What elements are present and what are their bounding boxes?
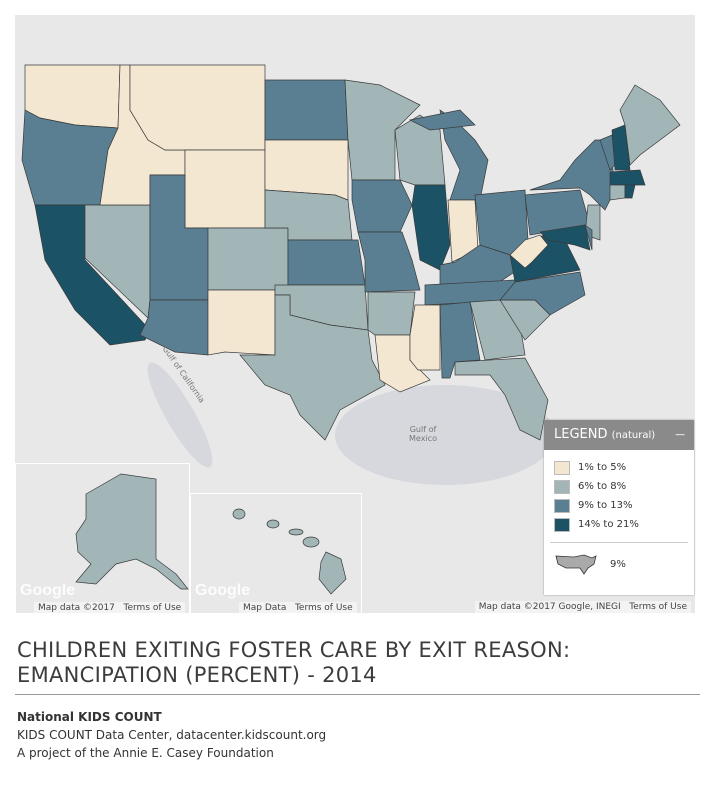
- gulf-of-california-water: [147, 362, 213, 468]
- divider: [15, 694, 700, 695]
- state-HI-kauai: [232, 508, 246, 520]
- state-KS[interactable]: [287, 239, 366, 286]
- google-logo: Google: [195, 582, 251, 599]
- state-FL[interactable]: [454, 357, 549, 441]
- terms-link[interactable]: Terms of Use: [123, 603, 182, 613]
- state-ME[interactable]: [619, 84, 681, 166]
- national-value: 9%: [544, 551, 694, 577]
- state-WV[interactable]: [509, 234, 549, 269]
- state-IL[interactable]: [411, 184, 451, 271]
- legend-divider: [550, 542, 688, 543]
- state-TX[interactable]: [239, 294, 386, 441]
- legend-label: 6% to 8%: [578, 481, 627, 492]
- state-HI-oahu: [266, 519, 280, 529]
- state-NM[interactable]: [207, 289, 276, 356]
- main-attribution-text: Map data ©2017 Google, INEGI: [478, 602, 621, 612]
- gulf-of-mexico-label: Gulf of Mexico: [409, 425, 437, 443]
- state-HI-molokai: [288, 528, 304, 536]
- title-line-2: EMANCIPATION (PERCENT) - 2014: [17, 663, 377, 687]
- collapse-icon[interactable]: −: [674, 427, 686, 443]
- state-AK: [75, 473, 189, 590]
- choropleth-map[interactable]: Gulf of California Gulf of Mexico Map da…: [15, 15, 695, 613]
- source-line: A project of the Annie E. Casey Foundati…: [17, 746, 274, 760]
- legend-label: 14% to 21%: [578, 519, 639, 530]
- source-block: National KIDS COUNT KIDS COUNT Data Cent…: [17, 708, 326, 762]
- legend-subtitle: (natural): [611, 430, 656, 441]
- legend-title: LEGEND: [554, 427, 608, 442]
- state-MO[interactable]: [357, 231, 421, 293]
- hawaii-attribution: Map Data: [243, 603, 287, 613]
- main-attribution: Map data ©2017 Google, INEGI Terms of Us…: [474, 601, 691, 613]
- alaska-svg: [75, 473, 189, 590]
- hawaii-svg: [232, 508, 347, 595]
- legend-swatch: [554, 460, 570, 475]
- gulf-of-mexico-water: [335, 385, 555, 485]
- state-HI-maui: [302, 536, 320, 548]
- state-MD[interactable]: [539, 224, 591, 251]
- state-MA[interactable]: [609, 169, 646, 186]
- legend-item: 1% to 5%: [544, 458, 694, 477]
- state-MT[interactable]: [129, 64, 266, 151]
- legend-swatch: [554, 498, 570, 513]
- state-NH[interactable]: [611, 124, 631, 171]
- terms-link[interactable]: Terms of Use: [294, 603, 353, 613]
- legend-label: 9% to 13%: [578, 500, 633, 511]
- state-CT[interactable]: [609, 184, 626, 201]
- legend-swatch: [554, 517, 570, 532]
- state-MS[interactable]: [409, 304, 441, 371]
- alaska-attribution-bar: Map data ©2017 Terms of Use: [34, 602, 186, 613]
- terms-link[interactable]: Terms of Use: [629, 602, 687, 612]
- source-org: National KIDS COUNT: [17, 710, 162, 724]
- state-MI[interactable]: [408, 109, 476, 131]
- state-AZ[interactable]: [139, 299, 209, 356]
- legend-swatch: [554, 479, 570, 494]
- state-DE[interactable]: [584, 224, 593, 251]
- state-IA[interactable]: [351, 179, 413, 233]
- legend-item: 6% to 8%: [544, 477, 694, 496]
- legend-item: 14% to 21%: [544, 515, 694, 534]
- legend-panel: LEGEND (natural) − 1% to 5% 6% to 8% 9% t…: [544, 420, 694, 595]
- hawaii-attribution-bar: Map Data Terms of Use: [239, 602, 357, 613]
- google-logo: Google: [20, 582, 76, 599]
- legend-label: 1% to 5%: [578, 462, 627, 473]
- title-line-1: CHILDREN EXITING FOSTER CARE BY EXIT REA…: [17, 638, 571, 662]
- state-RI[interactable]: [624, 184, 636, 199]
- source-line: KIDS COUNT Data Center, datacenter.kidsc…: [17, 728, 327, 742]
- legend-item: 9% to 13%: [544, 496, 694, 515]
- us-outline-icon: [555, 554, 597, 575]
- state-CO[interactable]: [207, 227, 289, 291]
- state-WY[interactable]: [184, 149, 266, 229]
- state-HI-big-island: [318, 551, 347, 595]
- state-AR[interactable]: [367, 291, 416, 336]
- legend-header: LEGEND (natural) −: [544, 420, 694, 450]
- national-value-label: 9%: [610, 558, 626, 570]
- state-ND[interactable]: [264, 79, 349, 141]
- state-NC[interactable]: [499, 271, 586, 316]
- hawaii-inset[interactable]: Google Map Data Terms of Use: [190, 493, 362, 613]
- alaska-attribution: Map data ©2017: [38, 603, 115, 613]
- state-MN[interactable]: [344, 79, 421, 181]
- us-states-svg: [21, 64, 681, 485]
- alaska-inset[interactable]: Google Map data ©2017 Terms of Use: [15, 463, 190, 613]
- page-title: CHILDREN EXITING FOSTER CARE BY EXIT REA…: [17, 638, 570, 688]
